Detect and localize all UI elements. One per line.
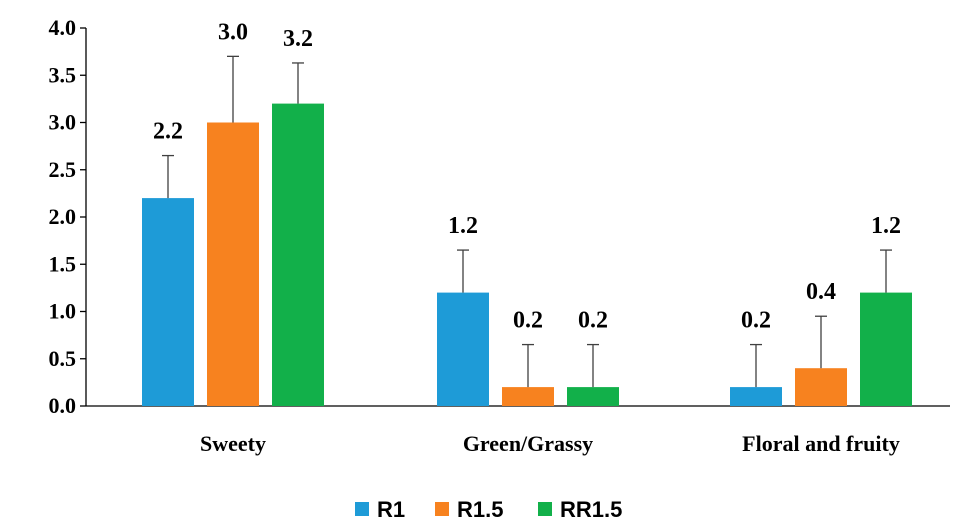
x-category-label: Floral and fruity (742, 431, 900, 456)
data-label: 1.2 (871, 213, 901, 239)
bars: 2.2 3.0 3.2 1.2 0.2 0.2 0.2 0.4 1.2 (142, 19, 912, 406)
y-tick-label: 2.0 (49, 204, 77, 229)
legend-swatch (355, 502, 369, 516)
y-tick-label: 0.0 (49, 393, 77, 418)
bar (730, 387, 782, 406)
y-tick-label: 3.5 (49, 62, 77, 87)
bar (795, 368, 847, 406)
bar (567, 387, 619, 406)
data-label: 1.2 (448, 213, 478, 239)
y-tick-label: 2.5 (49, 157, 77, 182)
data-label: 3.0 (218, 19, 248, 45)
x-category-label: Sweety (200, 431, 266, 456)
data-label: 2.2 (153, 119, 183, 145)
legend-label: R1.5 (457, 497, 503, 522)
y-tick-label: 3.0 (49, 110, 77, 135)
legend-label: RR1.5 (560, 497, 622, 522)
legend: R1 R1.5 RR1.5 (355, 497, 622, 522)
data-label: 3.2 (283, 26, 313, 52)
y-tick-label: 1.5 (49, 251, 77, 276)
x-axis: Sweety Green/Grassy Floral and fruity (86, 405, 950, 456)
data-label: 0.2 (578, 308, 608, 334)
legend-label: R1 (377, 497, 405, 522)
bar (502, 387, 554, 406)
y-tick-label: 1.0 (49, 299, 77, 324)
y-tick-label: 0.5 (49, 346, 77, 371)
y-axis: 0.0 0.5 1.0 1.5 2.0 2.5 3.0 3.5 4.0 (49, 15, 87, 418)
bar (437, 292, 489, 406)
bar (207, 122, 259, 406)
bar (272, 103, 324, 406)
bar (142, 198, 194, 406)
y-tick-label: 4.0 (49, 15, 77, 40)
bar (860, 292, 912, 406)
x-category-label: Green/Grassy (463, 431, 593, 456)
legend-swatch (435, 502, 449, 516)
legend-swatch (538, 502, 552, 516)
data-label: 0.2 (741, 308, 771, 334)
data-label: 0.4 (806, 279, 836, 305)
data-label: 0.2 (513, 308, 543, 334)
